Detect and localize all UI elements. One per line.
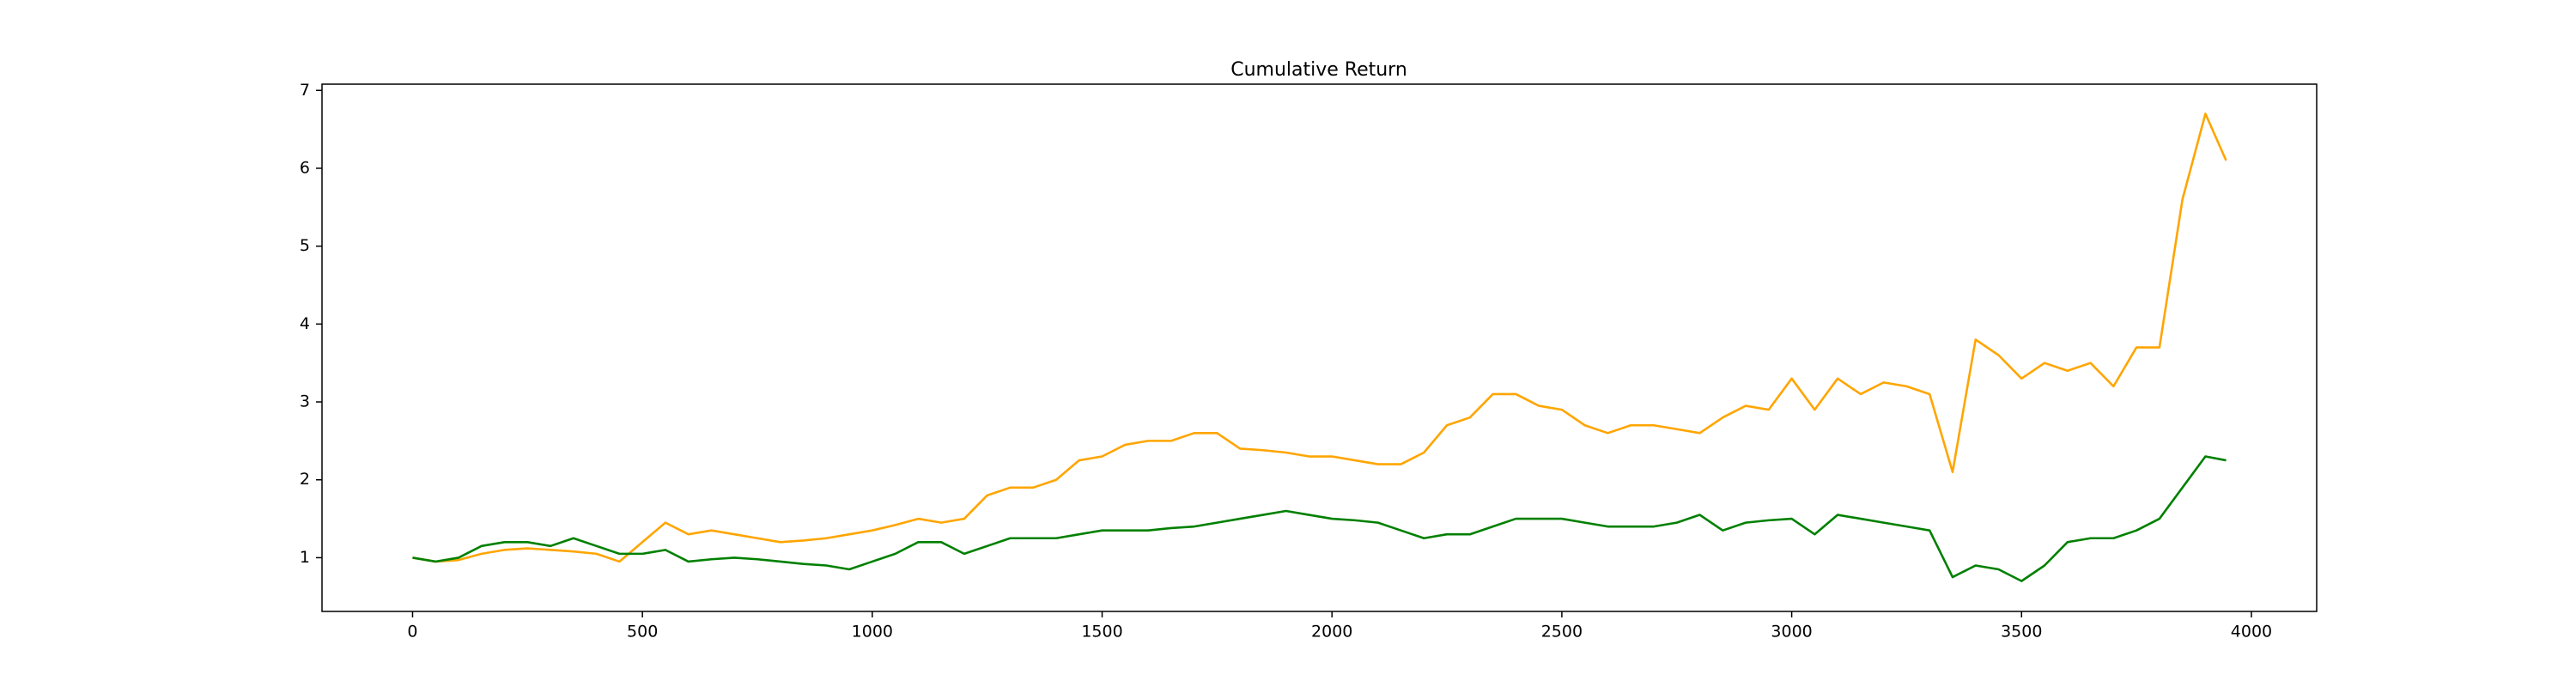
y-tick-label: 7 bbox=[300, 81, 310, 100]
x-tick-label: 1000 bbox=[852, 623, 893, 641]
y-tick-label: 4 bbox=[300, 314, 310, 333]
x-tick-label: 3500 bbox=[2001, 623, 2042, 641]
y-tick-label: 6 bbox=[300, 158, 310, 177]
x-tick-label: 2500 bbox=[1541, 623, 1583, 641]
x-tick-label: 2000 bbox=[1311, 623, 1352, 641]
x-tick-label: 4000 bbox=[2231, 623, 2272, 641]
series-line bbox=[412, 455, 2227, 582]
x-tick-label: 1500 bbox=[1081, 623, 1122, 641]
chart-title: Cumulative Return bbox=[1230, 59, 1407, 81]
y-tick-label: 1 bbox=[300, 548, 310, 567]
x-tick-label: 500 bbox=[627, 623, 658, 641]
y-tick-label: 3 bbox=[300, 392, 310, 411]
y-tick-label: 2 bbox=[300, 470, 310, 489]
y-tick-label: 5 bbox=[300, 236, 310, 255]
series-line bbox=[412, 112, 2227, 563]
x-tick-label: 3000 bbox=[1771, 623, 1812, 641]
x-tick-label: 0 bbox=[407, 623, 417, 641]
plot-frame bbox=[321, 83, 2318, 612]
